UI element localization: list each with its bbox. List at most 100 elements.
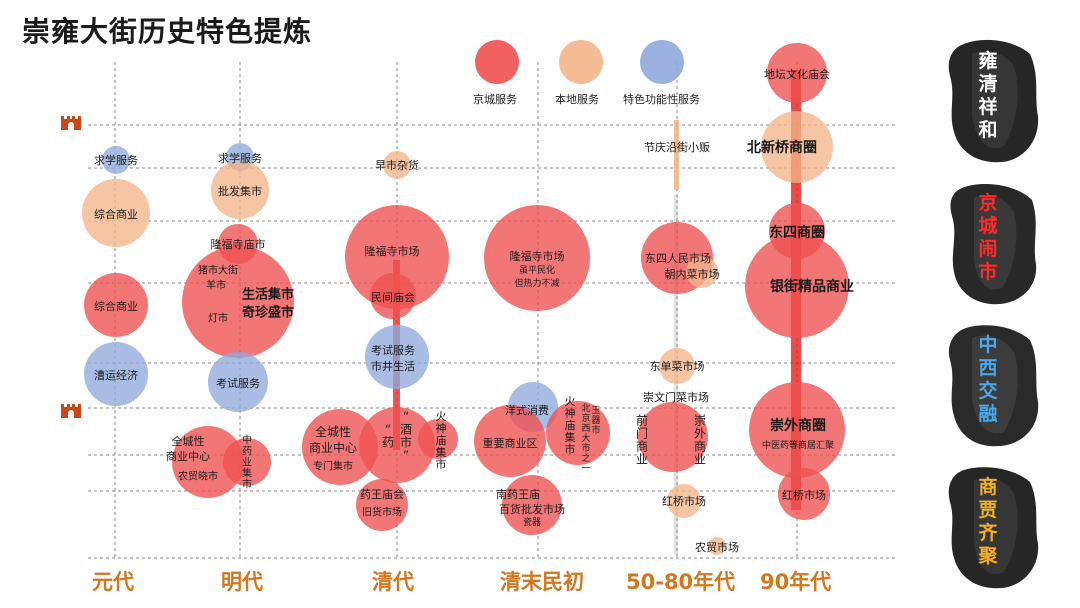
legend-swatch-1 — [559, 40, 603, 84]
bubble-label: 灯市 — [208, 312, 228, 325]
bubble-明代-9 — [172, 426, 244, 498]
bubble-90年代-31 — [767, 43, 827, 103]
bubble-label: 朝内菜市场 — [665, 267, 720, 281]
bubble-清代-18 — [356, 479, 408, 531]
legend-label-special-service: 特色功能性服务 — [623, 93, 700, 106]
side-label-text: 京城闹市 — [978, 192, 998, 283]
bubble-label: 前门商业 — [636, 413, 648, 467]
legend-swatch-2 — [640, 40, 684, 84]
bubble-label: 漕运经济 — [94, 368, 138, 382]
side-label-text: 雍清祥和 — [978, 50, 998, 141]
bubble-清末民初-22 — [546, 401, 610, 465]
bubble-label: 百货批发市场 — [499, 502, 565, 516]
bubble-明代-8 — [208, 352, 268, 412]
bubble-清末民初-23 — [502, 475, 562, 535]
bubble-label: 北新桥商圈 — [747, 139, 817, 156]
side-label-text: 中西交融 — [978, 334, 998, 425]
legend-label-local-service: 本地服务 — [555, 93, 599, 106]
bubble-label: 专门集市 — [313, 460, 353, 473]
bubble-50-80年代-24 — [672, 140, 682, 150]
bubble-label: 猪市大街 — [198, 264, 238, 277]
bubble-label: 玉器市 — [591, 405, 600, 436]
bubble-label: 东单菜市场 — [650, 359, 705, 373]
bubble-90年代-32 — [761, 111, 833, 183]
bubble-元代-2 — [84, 273, 148, 337]
era-label-ming: 明代 — [221, 570, 263, 594]
bubble-label: 红桥市场 — [782, 488, 826, 502]
bubble-label: 生活集市 — [242, 287, 294, 303]
continuity-bar — [674, 120, 679, 190]
bubble-清末民初-21 — [474, 405, 546, 477]
bubble-label: 北京西大市之一 — [581, 403, 590, 474]
bubble-label: “药 — [382, 423, 394, 450]
bubble-label: 求学服务 — [218, 151, 262, 165]
bubble-label: 考试服务 — [216, 377, 260, 390]
city-gate-icon — [61, 404, 81, 418]
bubble-元代-1 — [82, 179, 150, 247]
bubble-label: 银街精品商业 — [770, 278, 854, 295]
bubble-清代-17 — [418, 419, 458, 459]
bubble-label: 东四商圈 — [769, 224, 825, 241]
bubble-label: 求学服务 — [94, 153, 138, 167]
era-label-qing: 清代 — [372, 570, 414, 594]
bubble-label: 批发集市 — [218, 184, 262, 198]
side-label-merchants: 商贾齐聚 — [944, 462, 1040, 590]
bubble-label: 瓷器 — [523, 516, 541, 528]
bubble-label: 综合商业 — [94, 207, 138, 221]
era-label-late-qing: 清末民初 — [500, 570, 584, 594]
bubble-label: 南药王庙 — [496, 487, 540, 501]
legend-swatch-0 — [475, 40, 519, 84]
bubble-label: 但热力不减 — [514, 277, 559, 289]
era-label-50-80s: 50-80年代 — [626, 570, 736, 594]
bubble-label: 崇外商圈 — [770, 417, 826, 434]
bubble-label: 商业中心 — [309, 440, 357, 455]
bubble-label: “酒市” — [400, 410, 412, 463]
bubble-label: 农贸市场 — [695, 540, 739, 554]
era-label-yuan: 元代 — [92, 570, 134, 594]
bubble-label: 综合商业 — [94, 299, 138, 313]
bubble-label: 药王庙会 — [360, 487, 404, 501]
page-title: 崇雍大街历史特色提炼 — [22, 15, 313, 48]
bubble-清代-13 — [370, 273, 416, 319]
bubble-label: 节庆沿街小贩 — [644, 140, 710, 154]
bubble-label: 红桥市场 — [662, 494, 706, 508]
ink-wash-icon — [948, 325, 1039, 447]
bubble-清末民初-19 — [484, 205, 590, 311]
bubble-label: 旧货市场 — [362, 506, 402, 519]
bubble-50-80年代-28 — [638, 402, 708, 472]
bubble-label: 崇文门菜市场 — [643, 390, 709, 404]
bubble-50-80年代-30 — [708, 537, 726, 555]
bubble-90年代-35 — [749, 382, 845, 478]
bubble-label: 崇外商业 — [694, 414, 706, 467]
bubble-label: 羊市 — [206, 279, 226, 292]
side-label-bustle: 京城闹市 — [944, 178, 1040, 306]
bubble-label: 隆福寺庙市 — [211, 237, 266, 251]
bubble-清代-12 — [345, 205, 449, 309]
bubble-label: 全城性 — [172, 434, 205, 448]
bubble-label: 全城性 — [315, 424, 351, 439]
bubble-50-80年代-29 — [667, 484, 701, 518]
bubble-label: 商业中心 — [166, 449, 210, 463]
bubble-50-80年代-26 — [686, 256, 718, 288]
bubble-label: 地坛文化庙会 — [764, 67, 830, 81]
legend-label-capital-service: 京城服务 — [473, 93, 517, 106]
bubble-清代-14 — [365, 325, 429, 389]
era-label-90s: 90年代 — [760, 570, 832, 594]
bubble-label: 火神庙集市 — [565, 395, 576, 456]
side-label-text: 商贾齐聚 — [978, 476, 998, 567]
bubble-清代-11 — [383, 151, 411, 179]
bubble-90年代-36 — [778, 468, 830, 520]
bubble-label: 农贸晓市 — [178, 470, 218, 483]
bubble-清代-15 — [302, 409, 378, 485]
bubble-label: 奇珍盛市 — [242, 305, 294, 321]
ink-wash-icon — [950, 184, 1037, 305]
bubble-label: 东四人民市场 — [645, 251, 711, 265]
city-gate-icon — [61, 116, 81, 130]
ink-wash-icon — [948, 39, 1039, 163]
bubble-label: 中医药等商居汇聚 — [762, 439, 834, 451]
bubble-元代-0 — [102, 146, 130, 174]
bubble-label: 隆福寺市场 — [510, 249, 565, 263]
bubble-label: 中药业集市 — [242, 434, 252, 491]
bubble-label: 市井生活 — [371, 359, 415, 373]
